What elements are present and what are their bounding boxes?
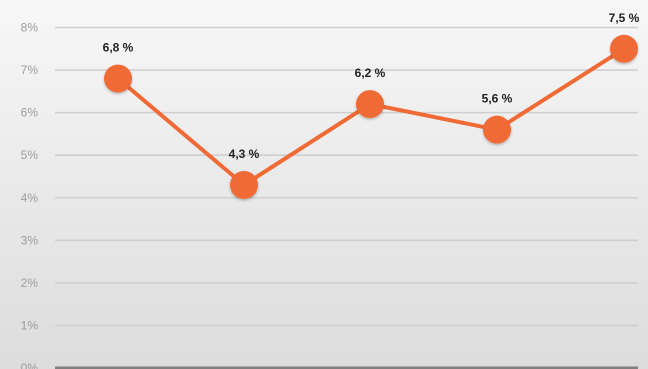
y-tick-label: 5% [21, 148, 39, 162]
data-label: 5,6 % [482, 92, 513, 106]
y-tick-label: 3% [21, 233, 39, 247]
y-tick-label: 1% [21, 318, 39, 332]
y-tick-label: 8% [21, 21, 39, 35]
data-point-marker [610, 34, 638, 63]
data-point-marker [356, 90, 384, 119]
y-tick-label: 0% [21, 361, 39, 369]
data-label: 4,3 % [229, 147, 260, 161]
series [104, 34, 638, 199]
y-tick-label: 4% [21, 191, 39, 205]
data-label: 6,8 % [103, 41, 134, 55]
data-label: 6,2 % [355, 66, 386, 80]
data-label: 7,5 % [609, 11, 640, 25]
y-axis: 0% 1% 2% 3% 4% 5% 6% 7% 8% [21, 21, 39, 369]
data-point-marker [230, 170, 258, 199]
data-point-marker [483, 115, 511, 144]
gridlines [55, 26, 638, 369]
data-labels: 6,8 % 4,3 % 6,2 % 5,6 % 7,5 % [103, 11, 640, 161]
data-point-marker [104, 64, 132, 93]
y-tick-label: 7% [21, 63, 39, 77]
y-tick-label: 6% [21, 106, 39, 120]
y-tick-label: 2% [21, 276, 39, 290]
